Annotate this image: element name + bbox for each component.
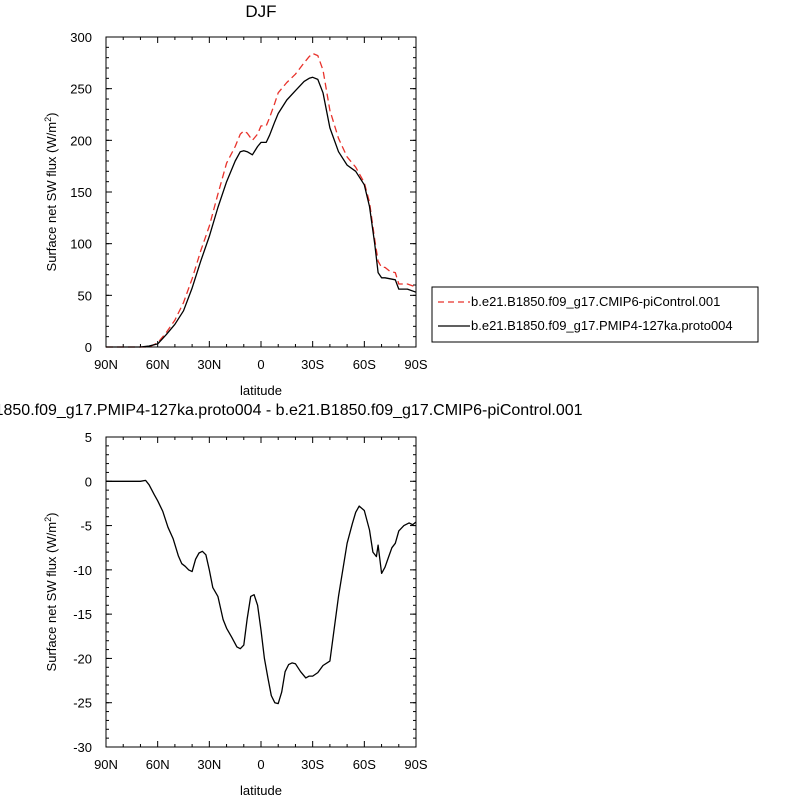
top-y-tick-label: 100 bbox=[70, 237, 92, 252]
legend-label-picontrol: b.e21.B1850.f09_g17.CMIP6-piControl.001 bbox=[471, 294, 720, 309]
top-y-tick-label: 0 bbox=[85, 340, 92, 355]
bottom-y-tick-label: -30 bbox=[73, 740, 92, 755]
bottom-x-tick-label: 60S bbox=[353, 757, 376, 772]
bottom-y-tick-label: -25 bbox=[73, 696, 92, 711]
top-series-line-1 bbox=[106, 76, 417, 348]
bottom-y-tick-label: -15 bbox=[73, 607, 92, 622]
top-y-tick-label: 150 bbox=[70, 185, 92, 200]
top-series-line-0 bbox=[106, 52, 417, 348]
bottom-plot-frame bbox=[105, 436, 417, 748]
bottom-x-tick-label: 90S bbox=[404, 757, 427, 772]
top-x-tick-label: 30N bbox=[197, 357, 221, 372]
top-y-tick-label: 200 bbox=[70, 133, 92, 148]
bottom-x-axis-label: latitude bbox=[240, 783, 282, 798]
top-x-tick-label: 90S bbox=[404, 357, 427, 372]
bottom-x-tick-label: 60N bbox=[146, 757, 170, 772]
top-y-tick-label: 50 bbox=[78, 288, 92, 303]
top-y-tick-label: 250 bbox=[70, 82, 92, 97]
bottom-panel: b.e21.B1850.f09_g17.PMIP4-127ka.proto004… bbox=[0, 402, 583, 798]
bottom-title: b.e21.B1850.f09_g17.PMIP4-127ka.proto004… bbox=[0, 402, 583, 419]
bottom-y-tick-label: -10 bbox=[73, 563, 92, 578]
top-x-tick-label: 90N bbox=[94, 357, 118, 372]
top-x-axis-label: latitude bbox=[240, 383, 282, 398]
top-x-tick-label: 0 bbox=[257, 357, 264, 372]
bottom-x-tick-label: 30N bbox=[197, 757, 221, 772]
bottom-ticks: 90N 60N 30N 0 30S 60S 90S 5 0 -5 -10 -15 -20 -25 -30 bbox=[73, 430, 428, 772]
bottom-y-tick-label: 5 bbox=[85, 430, 92, 445]
top-x-tick-label: 60N bbox=[146, 357, 170, 372]
legend-label-127ka: b.e21.B1850.f09_g17.PMIP4-127ka.proto004 bbox=[471, 318, 733, 333]
bottom-y-axis-label: Surface net SW flux (W/m2) bbox=[43, 513, 59, 672]
bottom-series-line-0 bbox=[106, 479, 417, 705]
top-x-tick-label: 60S bbox=[353, 357, 376, 372]
top-panel: DJF 90N 60N 30N 0 30S 60S 90S 0 50 100 150 200 250 30… bbox=[43, 2, 428, 398]
bottom-y-tick-label: -5 bbox=[80, 519, 92, 534]
top-plot-frame bbox=[105, 36, 417, 348]
top-ticks: 90N 60N 30N 0 30S 60S 90S 0 50 100 150 200 250 300 bbox=[70, 30, 428, 372]
top-y-axis-label: Surface net SW flux (W/m2) bbox=[43, 113, 59, 272]
bottom-series bbox=[106, 479, 417, 705]
bottom-x-tick-label: 30S bbox=[301, 757, 324, 772]
top-y-tick-label: 300 bbox=[70, 30, 92, 45]
legend: b.e21.B1850.f09_g17.CMIP6-piControl.001 … bbox=[431, 286, 759, 343]
bottom-x-tick-label: 0 bbox=[257, 757, 264, 772]
top-x-tick-label: 30S bbox=[301, 357, 324, 372]
legend-box bbox=[431, 286, 759, 343]
bottom-y-tick-label: -20 bbox=[73, 651, 92, 666]
top-series bbox=[106, 52, 417, 348]
top-title: DJF bbox=[245, 2, 276, 21]
bottom-x-tick-label: 90N bbox=[94, 757, 118, 772]
bottom-y-tick-label: 0 bbox=[85, 474, 92, 489]
